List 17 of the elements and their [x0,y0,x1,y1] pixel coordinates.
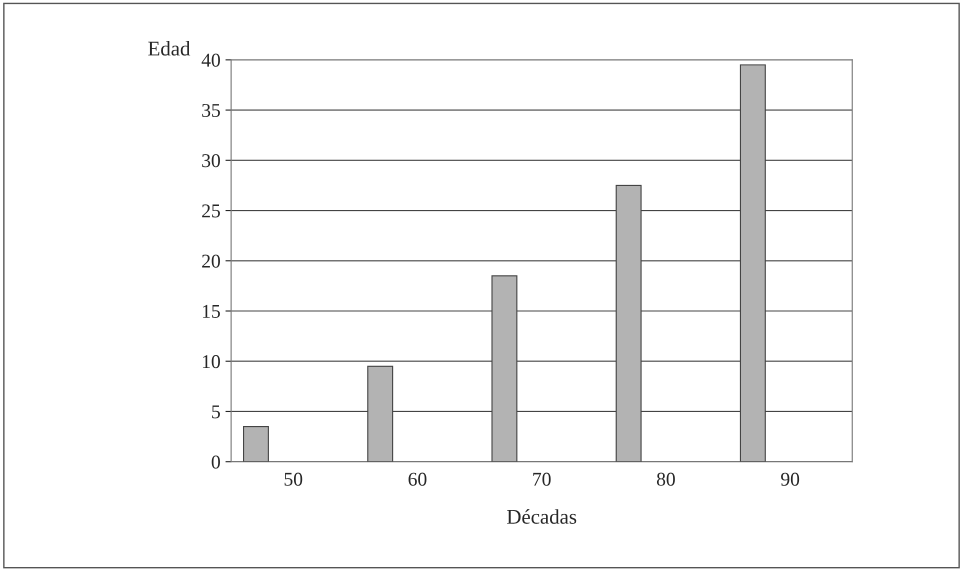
y-tick-label: 30 [202,154,220,168]
y-tick-label: 35 [202,104,220,118]
y-tick-label: 10 [202,355,220,368]
y-tick-label: 25 [202,204,220,218]
x-tick-label: 90 [781,472,800,486]
y-tick-label: 15 [202,304,220,318]
y-tick-label: 20 [202,254,220,268]
x-tick-label: 60 [408,472,426,486]
x-tick-label: 70 [533,472,551,486]
y-tick-label: 5 [212,405,220,418]
x-tick-label: 50 [284,472,302,486]
bar [242,426,269,462]
x-tick-label: 80 [656,472,675,486]
x-axis-title: Décadas [507,509,576,524]
y-tick-label: 40 [202,54,220,67]
y-tick-label: 0 [212,456,220,469]
y-axis-title: Edad [148,40,190,56]
